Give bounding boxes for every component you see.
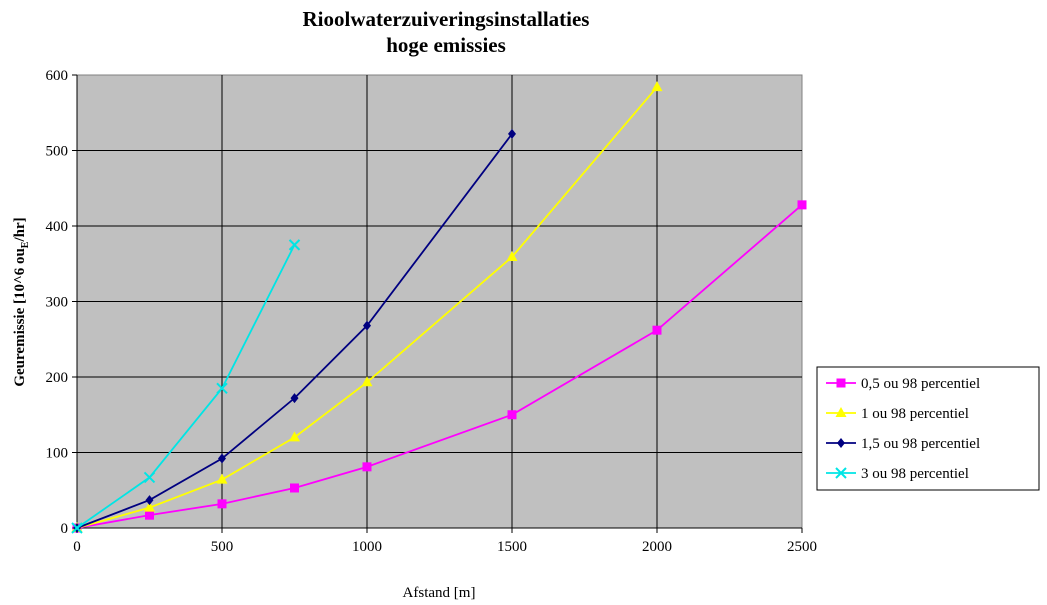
x-axis-label: Afstand [m] — [403, 585, 476, 601]
x-tick-label: 2000 — [642, 539, 672, 555]
data-point — [143, 471, 156, 484]
series-group — [71, 81, 807, 534]
data-point — [288, 239, 301, 251]
x-tick-label: 500 — [211, 539, 234, 555]
series-3-ou-98-percentiel — [71, 239, 301, 534]
legend: 0,5 ou 98 percentiel 1 ou 98 percentiel 1,… — [816, 366, 1040, 491]
x-tick-label: 1500 — [497, 539, 527, 555]
legend-swatch-marker — [836, 378, 846, 388]
y-tick-label: 300 — [46, 295, 69, 311]
data-point — [216, 382, 228, 395]
data-point — [362, 462, 372, 472]
x-tick-label: 0 — [73, 539, 81, 555]
chart-title: Rioolwaterzuiveringsinstallaties — [303, 7, 590, 31]
legend-swatch-marker — [835, 407, 847, 417]
data-point — [290, 483, 299, 493]
chart-subtitle: hoge emissies — [386, 33, 506, 57]
x-ticks: 0 500 1000 1500 2000 2500 — [73, 528, 817, 555]
legend-swatch-marker — [837, 438, 845, 448]
series-line — [76, 133, 513, 529]
legend-label: 0,5 ou 98 percentiel — [861, 376, 980, 392]
y-ticks: 0 100 200 300 400 500 600 — [46, 68, 77, 537]
y-axis-label-main: Geuremissie [10^6 ou — [12, 248, 28, 386]
data-point — [797, 200, 807, 210]
legend-swatch-marker — [835, 467, 847, 479]
data-point — [289, 431, 300, 442]
y-tick-label: 400 — [46, 219, 69, 235]
data-point — [506, 250, 518, 261]
y-tick-label: 500 — [46, 144, 69, 160]
legend-label: 3 ou 98 percentiel — [861, 466, 969, 482]
y-axis-label-end: /hr] — [12, 217, 28, 242]
series-line — [76, 244, 296, 529]
legend-item: 1 ou 98 percentiel — [826, 406, 969, 422]
legend-item: 1,5 ou 98 percentiel — [826, 436, 980, 452]
legend-items: 0,5 ou 98 percentiel 1 ou 98 percentiel 1,… — [826, 376, 980, 482]
y-tick-label: 600 — [46, 68, 69, 84]
x-tick-label: 2500 — [787, 539, 817, 555]
legend-item: 0,5 ou 98 percentiel — [826, 376, 980, 392]
y-axis-label-sub: E — [20, 241, 31, 248]
data-point — [290, 393, 299, 404]
legend-label: 1,5 ou 98 percentiel — [861, 436, 980, 452]
data-point — [145, 510, 154, 520]
data-point — [216, 473, 228, 484]
y-tick-label: 0 — [61, 521, 69, 537]
x-tick-label: 1000 — [352, 539, 382, 555]
series-line — [76, 204, 803, 529]
y-tick-label: 100 — [46, 446, 69, 462]
data-point — [651, 81, 663, 92]
data-point — [218, 453, 226, 464]
data-point — [217, 499, 227, 509]
legend-label: 1 ou 98 percentiel — [861, 406, 969, 422]
data-point — [507, 410, 517, 420]
data-point — [361, 376, 373, 387]
data-point — [363, 320, 371, 331]
data-point — [144, 501, 155, 512]
y-tick-label: 200 — [46, 370, 69, 386]
legend-item: 3 ou 98 percentiel — [826, 466, 969, 482]
data-point — [145, 495, 154, 506]
data-point — [508, 128, 516, 139]
legend-box — [816, 366, 1040, 491]
data-point — [71, 522, 83, 534]
data-point — [652, 325, 662, 335]
y-axis-label: Geuremissie [10^6 ouE/hr] — [12, 217, 31, 386]
